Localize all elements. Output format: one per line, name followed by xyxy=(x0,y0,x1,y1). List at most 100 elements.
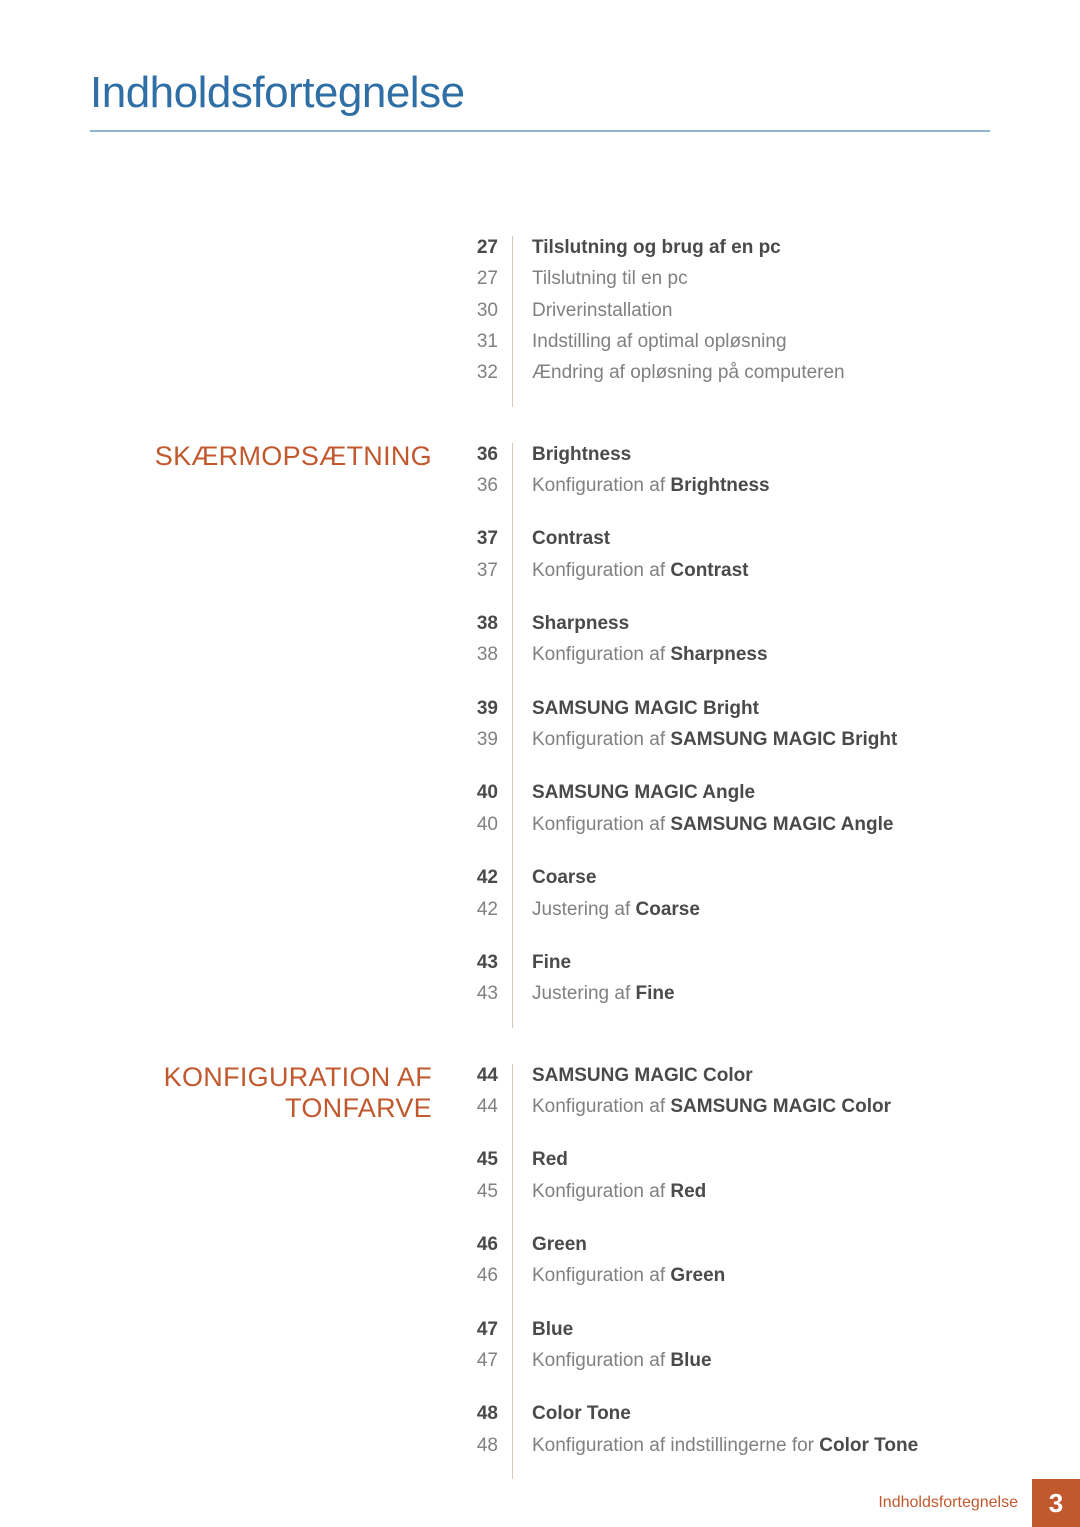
toc-entry-prefix: Konfiguration af indstillingerne for xyxy=(532,1435,819,1456)
toc-group: 40SAMSUNG MAGIC Angle40 Konfiguration af … xyxy=(460,777,990,840)
toc-row[interactable]: 47Konfiguration af Blue xyxy=(460,1345,990,1376)
title-rule xyxy=(90,130,990,132)
toc-entry: Konfiguration af SAMSUNG MAGIC Angle xyxy=(532,809,893,840)
toc-page-number: 31 xyxy=(460,326,498,357)
toc-entry-emph: Color Tone xyxy=(819,1435,918,1456)
toc-page-number: 43 xyxy=(460,947,498,978)
toc-row[interactable]: 30 Driverinstallation xyxy=(460,295,990,326)
toc-row[interactable]: 37 Contrast xyxy=(460,523,990,554)
section-divider xyxy=(512,443,513,1028)
toc-entry-prefix: Konfiguration af xyxy=(532,1181,670,1202)
toc-entry-emph: Fine xyxy=(636,983,675,1004)
toc-group: 43Fine43Justering af Fine xyxy=(460,947,990,1010)
toc-entry: Konfiguration af SAMSUNG MAGIC Bright xyxy=(532,724,897,755)
toc-group: 39SAMSUNG MAGIC Bright39 Konfiguration af… xyxy=(460,693,990,756)
toc-row[interactable]: 27Tilslutning og brug af en pc xyxy=(460,232,990,263)
toc-group: 36Brightness36 Konfiguration af Brightnes… xyxy=(460,439,990,502)
toc-entry-emph: Red xyxy=(670,1181,706,1202)
toc-group: 45Red45Konfiguration af Red xyxy=(460,1144,990,1207)
toc-entry-emph: Brightness xyxy=(670,475,769,496)
toc-entry: Konfiguration af SAMSUNG MAGIC Color xyxy=(532,1091,891,1122)
toc-page-number: 30 xyxy=(460,295,498,326)
section-body: 27Tilslutning og brug af en pc27 Tilslutn… xyxy=(460,232,990,411)
toc-row[interactable]: 38Konfiguration af Sharpness xyxy=(460,639,990,670)
toc-entry-prefix: Konfiguration af xyxy=(532,1350,670,1371)
toc-group: 42Coarse42Justering af Coarse xyxy=(460,862,990,925)
toc-entry-emph: SAMSUNG MAGIC Color xyxy=(670,1096,891,1117)
toc-group: 46Green46Konfiguration af Green xyxy=(460,1229,990,1292)
toc-page-number: 44 xyxy=(460,1060,498,1091)
toc-row[interactable]: 39 Konfiguration af SAMSUNG MAGIC Bright xyxy=(460,724,990,755)
section-divider xyxy=(512,236,513,407)
toc-entry-emph: Contrast xyxy=(670,560,748,581)
toc-page-number: 38 xyxy=(460,639,498,670)
toc-entry-emph: Coarse xyxy=(636,899,700,920)
toc-entry: Contrast xyxy=(532,523,610,554)
toc-row[interactable]: 38Sharpness xyxy=(460,608,990,639)
toc-row[interactable]: 45Red xyxy=(460,1144,990,1175)
toc-entry: Indstilling af optimal opløsning xyxy=(532,326,787,357)
toc-page-number: 36 xyxy=(460,470,498,501)
toc-entry: Justering af Coarse xyxy=(532,894,700,925)
toc-group: 48Color Tone48Konfiguration af indstilli… xyxy=(460,1398,990,1461)
toc-row[interactable]: 48Color Tone xyxy=(460,1398,990,1429)
toc-entry-emph: SAMSUNG MAGIC Angle xyxy=(670,814,893,835)
toc-page-number: 37 xyxy=(460,555,498,586)
toc-page-number: 32 xyxy=(460,357,498,388)
toc-page-number: 45 xyxy=(460,1144,498,1175)
toc-row[interactable]: 45 Konfiguration af Red xyxy=(460,1176,990,1207)
toc-entry: Konfiguration af Contrast xyxy=(532,555,749,586)
toc-page-number: 48 xyxy=(460,1430,498,1461)
toc-row[interactable]: 27 Tilslutning til en pc xyxy=(460,263,990,294)
toc-entry: SAMSUNG MAGIC Color xyxy=(532,1060,753,1091)
toc-entry: Green xyxy=(532,1229,587,1260)
toc-group: 47Blue47Konfiguration af Blue xyxy=(460,1314,990,1377)
toc-row[interactable]: 40 Konfiguration af SAMSUNG MAGIC Angle xyxy=(460,809,990,840)
toc-entry: Ændring af opløsning på computeren xyxy=(532,357,845,388)
toc-page-number: 27 xyxy=(460,232,498,263)
footer-page-number: 3 xyxy=(1032,1479,1080,1527)
toc-page-number: 40 xyxy=(460,809,498,840)
toc-section: KONFIGURATION AF TONFARVE44 SAMSUNG MAGIC… xyxy=(90,1060,990,1483)
toc-row[interactable]: 37 Konfiguration af Contrast xyxy=(460,555,990,586)
toc-section: SKÆRMOPSÆTNING36Brightness36Konfiguratio… xyxy=(90,439,990,1032)
toc-page-number: 48 xyxy=(460,1398,498,1429)
toc-entry: Konfiguration af Blue xyxy=(532,1345,712,1376)
toc-page-number: 45 xyxy=(460,1176,498,1207)
toc-group: 37 Contrast 37 Konfiguration af Contrast xyxy=(460,523,990,586)
toc-row[interactable]: 47Blue xyxy=(460,1314,990,1345)
toc-entry: Tilslutning til en pc xyxy=(532,263,688,294)
toc-row[interactable]: 44 SAMSUNG MAGIC Color xyxy=(460,1060,990,1091)
toc-entry-prefix: Konfiguration af xyxy=(532,644,670,665)
toc-entry: Konfiguration af Red xyxy=(532,1176,706,1207)
toc-row[interactable]: 32 Ændring af opløsning på computeren xyxy=(460,357,990,388)
toc-group: 38Sharpness38Konfiguration af Sharpness xyxy=(460,608,990,671)
toc-page-number: 39 xyxy=(460,724,498,755)
toc-row[interactable]: 44Konfiguration af SAMSUNG MAGIC Color xyxy=(460,1091,990,1122)
toc-page-number: 39 xyxy=(460,693,498,724)
toc-entry: Konfiguration af indstillingerne for Col… xyxy=(532,1430,918,1461)
toc-entry: Konfiguration af Green xyxy=(532,1260,725,1291)
toc-entry: Driverinstallation xyxy=(532,295,672,326)
toc-row[interactable]: 43Fine xyxy=(460,947,990,978)
toc-entry-prefix: Justering af xyxy=(532,899,636,920)
toc-entry-prefix: Konfiguration af xyxy=(532,814,670,835)
toc-row[interactable]: 36 Konfiguration af Brightness xyxy=(460,470,990,501)
toc-row[interactable]: 31 Indstilling af optimal opløsning xyxy=(460,326,990,357)
toc-page-number: 27 xyxy=(460,263,498,294)
toc-row[interactable]: 36Brightness xyxy=(460,439,990,470)
toc-row[interactable]: 46Green xyxy=(460,1229,990,1260)
toc-row[interactable]: 46Konfiguration af Green xyxy=(460,1260,990,1291)
toc-row[interactable]: 42Justering af Coarse xyxy=(460,894,990,925)
toc-row[interactable]: 40SAMSUNG MAGIC Angle xyxy=(460,777,990,808)
toc-entry-prefix: Konfiguration af xyxy=(532,1096,670,1117)
section-body: 44 SAMSUNG MAGIC Color44Konfiguration af … xyxy=(460,1060,990,1483)
section-label: KONFIGURATION AF TONFARVE xyxy=(90,1060,460,1483)
toc-row[interactable]: 39SAMSUNG MAGIC Bright xyxy=(460,693,990,724)
toc-page-number: 37 xyxy=(460,523,498,554)
toc-row[interactable]: 48 Konfiguration af indstillingerne for C… xyxy=(460,1430,990,1461)
toc-entry-prefix: Konfiguration af xyxy=(532,475,670,496)
toc-row[interactable]: 43Justering af Fine xyxy=(460,978,990,1009)
toc-row[interactable]: 42Coarse xyxy=(460,862,990,893)
toc-page-number: 38 xyxy=(460,608,498,639)
